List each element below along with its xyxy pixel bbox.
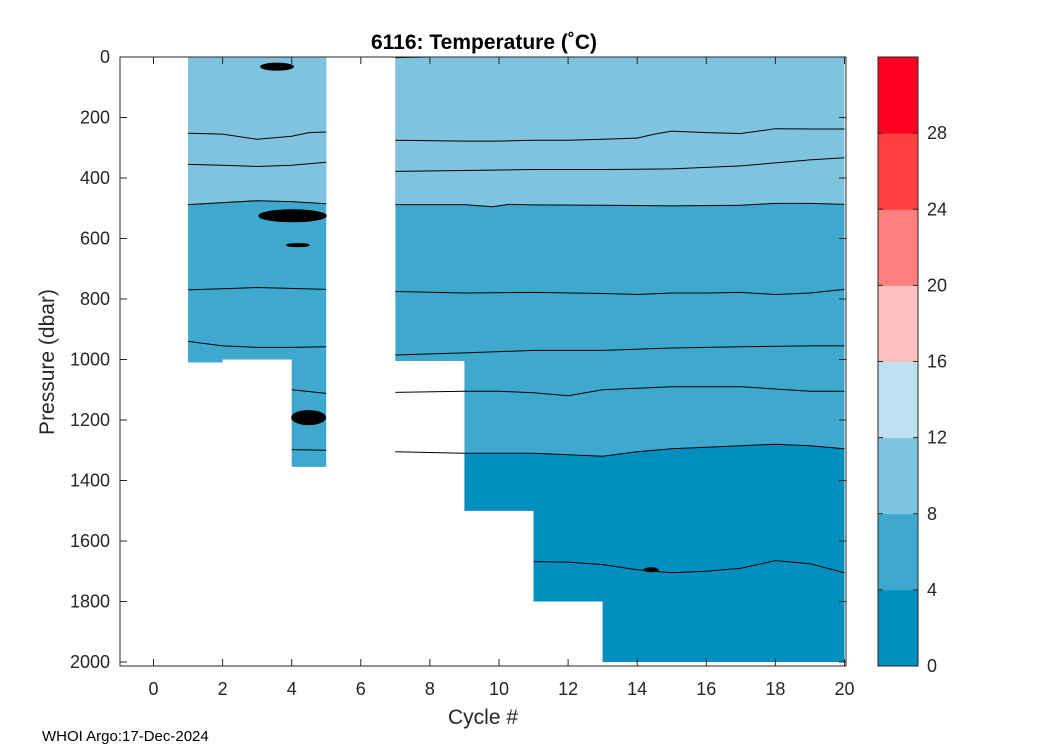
x-tick-label: 18 xyxy=(765,679,785,699)
y-tick-label: 0 xyxy=(100,47,110,67)
contour-region-8-12 xyxy=(188,57,327,205)
y-tick-label: 800 xyxy=(80,289,110,309)
colorbar-band-24-28 xyxy=(878,133,918,210)
contour-line-isotherm-4-0 xyxy=(291,449,327,451)
colorbar-tick-label: 12 xyxy=(927,428,947,448)
contour-line-upper-1-1 xyxy=(395,128,845,142)
x-tick-label: 14 xyxy=(627,679,647,699)
x-tick-label: 6 xyxy=(356,679,366,699)
colorbar-band-0-4 xyxy=(878,589,918,667)
colorbar-tick-label: 16 xyxy=(927,352,947,372)
plot-area xyxy=(119,56,847,667)
contour-line-upper-2-1 xyxy=(395,157,845,172)
colorbar-band-28-32 xyxy=(878,57,918,134)
footer-credit: WHOI Argo:17-Dec-2024 xyxy=(42,728,209,745)
contour-line-mid-2-1 xyxy=(395,345,845,356)
y-tick-label: 1000 xyxy=(70,350,110,370)
contour-line-upper-1-0 xyxy=(188,131,327,140)
contour-blob-1 xyxy=(258,209,327,223)
colorbar-band-12-16 xyxy=(878,361,918,439)
y-tick-label: 600 xyxy=(80,229,110,249)
y-tick-label: 1400 xyxy=(70,471,110,491)
x-tick-label: 4 xyxy=(287,679,297,699)
y-axis: 0 200 400 600 800 1000 1200 1400 1600 1800 2000 xyxy=(70,47,846,672)
colorbar-tick-label: 28 xyxy=(927,123,947,143)
y-tick-label: 1200 xyxy=(70,410,110,430)
chart-title: 6116: Temperature (˚C) xyxy=(371,31,597,54)
y-axis-label: Pressure (dbar) xyxy=(36,289,59,435)
contour-line-isotherm-8-0 xyxy=(188,200,327,206)
contour-line-mid-2-0 xyxy=(187,340,327,348)
contour-line-isotherm-8-1 xyxy=(395,202,845,208)
x-tick-label: 2 xyxy=(218,679,228,699)
x-tick-label: 12 xyxy=(558,679,578,699)
colorbar: 0 4 8 12 16 20 24 28 xyxy=(877,56,947,676)
x-tick-label: 8 xyxy=(425,679,435,699)
colorbar-tick-label: 0 xyxy=(927,656,937,676)
colorbar-band-8-12 xyxy=(878,437,918,515)
contour-region-8-12 xyxy=(395,57,845,207)
contour-line-mid-1-1 xyxy=(395,288,845,295)
contour-line-mid-3-1 xyxy=(395,386,845,397)
x-tick-label: 0 xyxy=(148,679,158,699)
contour-blob-2 xyxy=(286,243,310,248)
colorbar-tick-label: 4 xyxy=(927,580,937,600)
x-tick-label: 16 xyxy=(696,679,716,699)
contour-fills xyxy=(188,57,845,662)
plot-frame xyxy=(119,56,847,667)
contour-blob-3 xyxy=(291,410,327,426)
contour-blob-4 xyxy=(643,567,659,573)
y-tick-label: 200 xyxy=(80,108,110,128)
colorbar-band-16-20 xyxy=(878,285,918,363)
x-axis: 0 2 4 6 8 10 12 14 16 18 20 xyxy=(148,57,855,699)
contour-line-deep-1-1 xyxy=(533,560,845,574)
y-tick-label: 1600 xyxy=(70,531,110,551)
contour-blob-0 xyxy=(260,62,294,71)
x-tick-label: 10 xyxy=(489,679,509,699)
colorbar-band-4-8 xyxy=(878,513,918,591)
x-tick-label: 20 xyxy=(834,679,854,699)
y-tick-label: 2000 xyxy=(70,652,110,672)
contour-region-0-4 xyxy=(464,444,845,662)
contour-lines xyxy=(187,56,845,574)
colorbar-tick-label: 8 xyxy=(927,504,937,524)
y-tick-label: 1800 xyxy=(70,592,110,612)
contour-line-mid-1-0 xyxy=(188,286,327,291)
x-axis-label: Cycle # xyxy=(448,706,518,729)
colorbar-tick-label: 20 xyxy=(927,275,947,295)
colorbar-tick-label: 24 xyxy=(927,199,947,219)
contour-line-upper-2-0 xyxy=(188,161,327,168)
y-tick-label: 400 xyxy=(80,168,110,188)
contour-line-mid-3-0 xyxy=(291,389,327,394)
contour-line-isotherm-4-1 xyxy=(395,443,845,457)
colorbar-band-20-24 xyxy=(878,209,918,286)
